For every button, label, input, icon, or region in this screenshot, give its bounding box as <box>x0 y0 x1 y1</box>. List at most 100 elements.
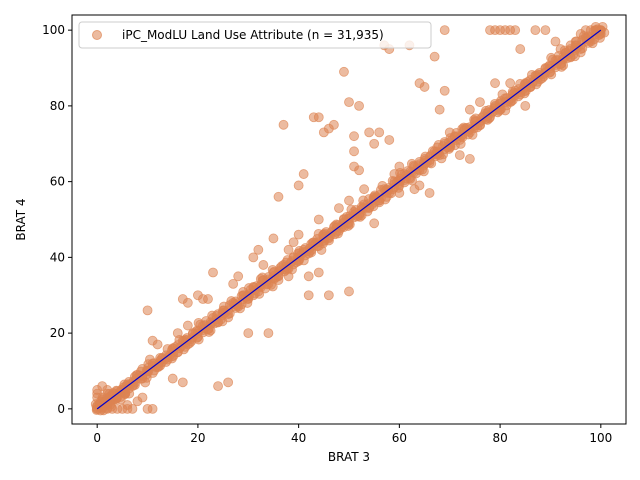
y-tick-label: 0 <box>57 402 65 416</box>
y-tick-label: 40 <box>50 250 65 264</box>
data-point <box>268 233 279 244</box>
data-point <box>419 82 430 92</box>
y-tick-label: 80 <box>50 99 65 113</box>
y-axis-label: BRAT 4 <box>14 198 28 240</box>
data-point <box>273 275 284 285</box>
x-tick-label: 40 <box>291 431 306 445</box>
data-point <box>182 297 193 308</box>
data-point <box>408 168 419 178</box>
data-point <box>328 119 339 130</box>
legend: iPC_ModLU Land Use Attribute (n = 31,935… <box>78 21 432 49</box>
data-point <box>102 385 113 395</box>
data-point <box>439 25 450 36</box>
data-point <box>303 290 314 301</box>
data-point <box>339 66 349 77</box>
x-axis-label: BRAT 3 <box>328 450 370 464</box>
data-point <box>232 300 243 311</box>
data-point <box>505 78 516 89</box>
data-point <box>334 203 344 214</box>
y-tick-label: 60 <box>50 175 65 189</box>
data-point <box>253 244 264 255</box>
data-point <box>364 127 375 138</box>
data-point <box>283 271 294 282</box>
data-point <box>122 400 133 410</box>
data-point <box>248 252 259 263</box>
data-point <box>349 131 359 142</box>
legend-entry: iPC_ModLU Land Use Attribute (n = 31,935… <box>122 28 384 42</box>
y-tick-label: 100 <box>42 23 65 37</box>
data-point <box>177 377 188 388</box>
data-point <box>147 403 158 414</box>
data-point <box>359 184 370 195</box>
y-tick-label: 20 <box>50 326 65 340</box>
data-point <box>208 267 218 278</box>
data-point <box>414 180 425 191</box>
data-point <box>313 267 324 278</box>
data-point <box>167 373 178 384</box>
data-point <box>429 51 440 62</box>
data-point <box>203 294 213 304</box>
data-point <box>550 36 561 47</box>
data-point <box>510 25 521 36</box>
x-tick-label: 80 <box>492 431 507 445</box>
plot-frame <box>71 14 627 425</box>
data-point <box>213 381 223 392</box>
data-point <box>278 119 289 130</box>
data-point <box>293 229 304 240</box>
data-point <box>394 188 405 198</box>
data-point <box>344 195 354 206</box>
data-point <box>374 127 385 138</box>
data-point <box>298 169 309 179</box>
data-point <box>303 271 314 282</box>
data-point <box>344 286 354 297</box>
data-point <box>288 237 299 248</box>
data-point <box>439 85 450 96</box>
data-point <box>454 150 465 161</box>
x-tick-label: 60 <box>392 431 407 445</box>
data-point <box>152 339 163 350</box>
data-point <box>520 100 531 111</box>
data-point <box>258 260 269 270</box>
data-point <box>595 25 606 36</box>
data-point <box>444 127 455 138</box>
data-point <box>540 25 551 36</box>
data-point <box>263 328 274 339</box>
x-tick-label: 100 <box>589 431 612 445</box>
data-point <box>182 320 193 331</box>
data-point <box>389 169 400 179</box>
data-point <box>434 104 445 115</box>
data-point <box>223 377 234 388</box>
data-point <box>464 154 475 164</box>
data-point <box>172 328 183 339</box>
data-point <box>354 165 364 176</box>
data-point <box>384 135 395 145</box>
data-point <box>369 138 380 149</box>
data-point <box>228 278 239 289</box>
x-tick-label: 0 <box>93 431 101 445</box>
data-point <box>243 328 254 339</box>
data-point <box>142 305 153 316</box>
data-point <box>394 161 405 172</box>
data-point <box>344 97 354 107</box>
data-point <box>273 191 284 202</box>
data-point <box>570 36 581 47</box>
data-point <box>369 218 380 229</box>
x-axis: 0 20 40 60 80 100 <box>93 424 612 445</box>
y-axis: 0 20 40 60 80 100 <box>42 23 72 416</box>
data-point <box>313 112 324 123</box>
data-point <box>464 104 475 115</box>
data-point <box>233 271 244 282</box>
data-point <box>137 392 148 403</box>
data-point <box>349 146 359 157</box>
data-point <box>424 188 435 198</box>
data-point <box>515 44 526 54</box>
legend-marker <box>92 30 102 40</box>
data-point <box>293 180 304 191</box>
data-point <box>475 97 485 107</box>
data-point <box>354 100 364 111</box>
data-point <box>313 214 324 225</box>
data-point <box>168 351 179 361</box>
x-tick-label: 20 <box>190 431 205 445</box>
data-point <box>490 78 500 89</box>
